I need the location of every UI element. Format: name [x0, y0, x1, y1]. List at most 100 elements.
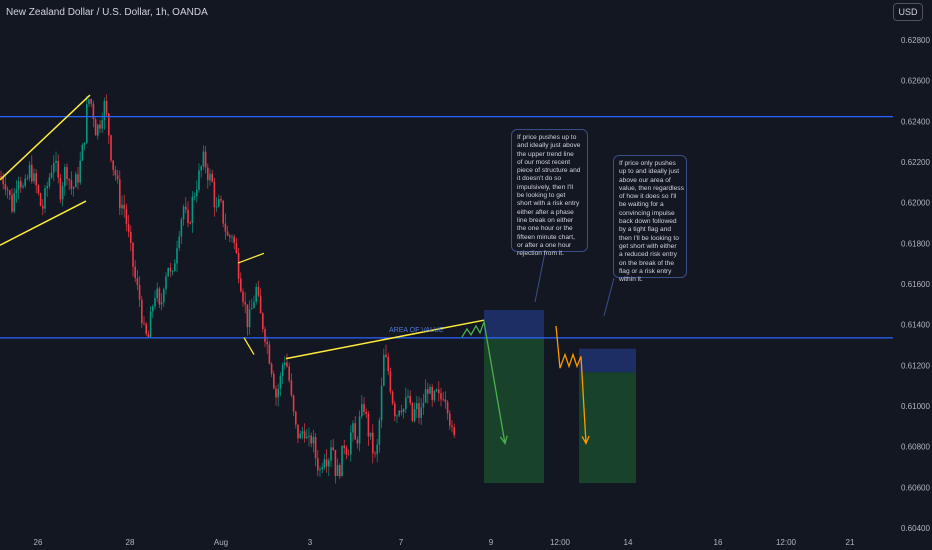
profit-target-zone	[484, 337, 544, 484]
candles-layer	[0, 94, 455, 484]
candle-body	[103, 100, 106, 121]
price-tick-label: 0.61400	[901, 321, 930, 330]
candle-body	[90, 99, 92, 104]
note-line: short with a risk entry	[517, 200, 580, 208]
candle-body	[0, 176, 2, 178]
projection-path	[461, 319, 506, 444]
candle-body	[59, 177, 62, 200]
price-axis[interactable]: 0.62800 0.62600 0.62400 0.62200 0.62000 0.618…	[901, 36, 930, 533]
candle-body	[299, 433, 301, 439]
candle-body	[207, 167, 209, 181]
candle-body	[105, 100, 108, 114]
price-tick-label: 0.60400	[901, 524, 930, 533]
callout-note-1[interactable]: If price pushes up to and ideally just ab…	[511, 129, 588, 257]
note-line: or after a one hour	[517, 241, 572, 249]
candle-body	[233, 236, 235, 244]
candle-body	[57, 160, 59, 178]
candle-body	[110, 135, 112, 161]
candle-body	[237, 252, 240, 279]
candle-body	[409, 395, 411, 403]
candle-body	[288, 366, 290, 381]
candle-body	[363, 404, 365, 412]
note-line: then I'll be looking to	[619, 234, 679, 242]
time-tick-label: 12:00	[550, 538, 571, 547]
time-axis[interactable]: 26 28 Aug 3 7 9 12:00 14 16 12:00 21	[34, 538, 855, 547]
note-line: flag or a risk entry	[619, 267, 672, 275]
candle-body	[44, 188, 46, 209]
candle-body	[13, 192, 15, 212]
candle-body	[125, 208, 128, 225]
candle-body	[169, 267, 172, 272]
candle-body	[187, 209, 189, 223]
candle-body	[354, 423, 356, 440]
candle-body	[198, 170, 200, 190]
note-line: If price pushes up to	[517, 134, 577, 141]
candle-body	[273, 373, 275, 389]
candle-body	[178, 236, 180, 249]
note-line: If price only pushes	[619, 160, 676, 167]
stop-loss-zone	[484, 310, 544, 338]
candle-body	[160, 302, 163, 305]
time-tick-label: 26	[34, 538, 43, 547]
candle-body	[427, 389, 429, 394]
note-line: convincing impulse	[619, 209, 675, 217]
price-tick-label: 0.61800	[901, 239, 930, 248]
candle-body	[154, 298, 156, 307]
candle-body	[33, 173, 35, 182]
candle-body	[350, 432, 352, 455]
candle-body	[310, 435, 312, 444]
time-tick-label: 9	[489, 538, 494, 547]
candle-body	[9, 190, 11, 195]
candle-body	[336, 465, 339, 477]
time-tick-label: 14	[624, 538, 633, 547]
candle-body	[136, 278, 139, 286]
candle-body	[418, 403, 420, 418]
time-tick-label: 3	[308, 538, 313, 547]
note-line: fifteen minute chart,	[517, 233, 575, 241]
note-line: line break on either	[517, 216, 574, 224]
callout-note-2[interactable]: If price only pushes up to and ideally ju…	[613, 155, 687, 283]
candle-body	[306, 436, 308, 439]
candle-body	[431, 386, 433, 401]
price-tick-label: 0.62000	[901, 199, 930, 208]
candle-body	[281, 365, 284, 376]
candle-body	[387, 357, 389, 372]
candle-body	[275, 388, 277, 398]
candle-body	[2, 177, 4, 185]
candle-body	[284, 362, 286, 366]
candle-body	[191, 196, 194, 224]
note-line: of how it does so I'll	[619, 193, 677, 201]
candle-body	[158, 288, 161, 305]
note-line: it doesn't do so	[517, 175, 562, 183]
candle-body	[319, 469, 321, 471]
candle-body	[200, 166, 202, 171]
flag-line	[237, 252, 265, 264]
note-line: value, then regardless	[619, 184, 684, 192]
candle-body	[24, 178, 26, 186]
price-tick-label: 0.62600	[901, 77, 930, 86]
candle-body	[442, 399, 444, 401]
candle-body	[226, 231, 229, 236]
price-tick-label: 0.60800	[901, 443, 930, 452]
candle-body	[420, 407, 422, 418]
candle-body	[402, 409, 405, 413]
candle-body	[114, 169, 117, 176]
price-tick-label: 0.61600	[901, 280, 930, 289]
note-line: by a tight flag and	[619, 226, 672, 234]
candle-body	[235, 243, 238, 253]
candle-body	[341, 445, 343, 477]
candle-body	[438, 389, 440, 394]
candle-body	[213, 181, 216, 208]
note-line: within it.	[619, 276, 643, 284]
currency-button[interactable]: USD	[893, 3, 923, 21]
time-tick-label: Aug	[214, 538, 228, 547]
note-line: be looking to get	[517, 192, 566, 200]
candle-body	[277, 388, 279, 398]
candle-body	[321, 467, 323, 470]
candle-body	[334, 449, 337, 477]
ascending-trendline	[285, 319, 485, 360]
note-line: above our area of	[619, 176, 671, 184]
candle-body	[138, 285, 141, 300]
symbol-title: New Zealand Dollar / U.S. Dollar, 1h, OA…	[6, 7, 208, 18]
